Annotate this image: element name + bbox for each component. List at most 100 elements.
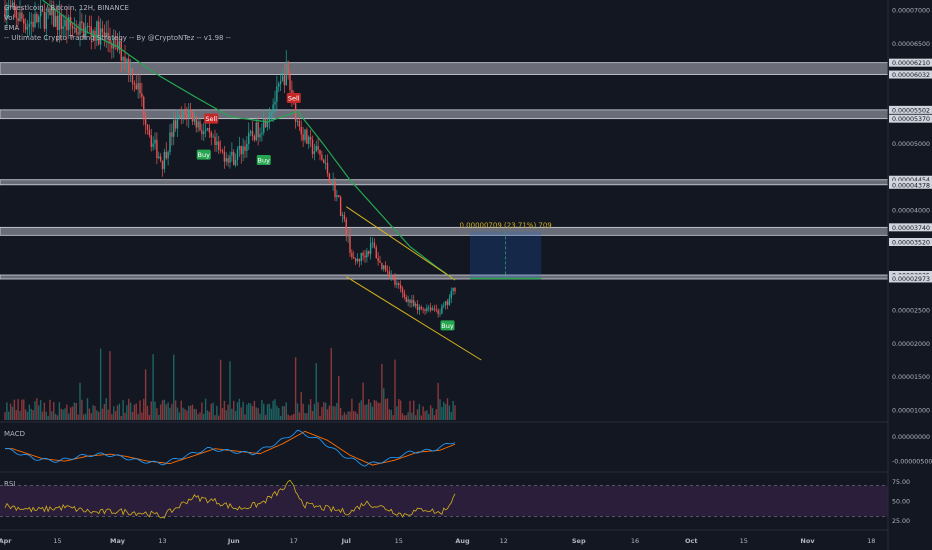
candle-body bbox=[354, 258, 357, 262]
candle-body bbox=[98, 21, 100, 45]
volume-bar bbox=[248, 403, 250, 420]
candle-body bbox=[64, 19, 66, 27]
volume-bar bbox=[332, 406, 334, 420]
candle-body bbox=[377, 257, 379, 262]
volume-indicator-label: Vol bbox=[4, 14, 15, 22]
candle-body bbox=[323, 159, 325, 164]
candle-body bbox=[13, 2, 16, 10]
macd-tick-label: 0.00000000 bbox=[892, 434, 930, 441]
time-tick-label: 16 bbox=[631, 537, 639, 545]
candle-body bbox=[45, 12, 47, 29]
volume-bar bbox=[99, 348, 102, 420]
volume-bar bbox=[227, 404, 229, 420]
volume-bar bbox=[43, 402, 46, 420]
signal-badge bbox=[440, 320, 455, 331]
candle-body bbox=[274, 101, 276, 105]
candle-body bbox=[358, 258, 361, 262]
volume-bar bbox=[39, 400, 42, 420]
candle-body bbox=[49, 8, 51, 16]
candle-body bbox=[6, 7, 8, 19]
volume-bar bbox=[324, 402, 327, 420]
volume-bar bbox=[291, 415, 293, 420]
rsi-pane: 75.00 50.00 25.00 bbox=[0, 479, 910, 525]
candle-body bbox=[21, 12, 23, 19]
volume-bar bbox=[341, 415, 344, 420]
wedge-upper-line bbox=[345, 206, 456, 281]
measure-label: 0.00000709 (23.71%) 709 bbox=[459, 221, 551, 229]
volume-bar bbox=[379, 402, 381, 420]
candle-body bbox=[321, 154, 323, 160]
candle-body bbox=[356, 258, 359, 262]
volume-bar bbox=[6, 402, 8, 420]
candle-body bbox=[336, 195, 338, 198]
volume-bar bbox=[113, 406, 115, 420]
candle-body bbox=[88, 26, 91, 27]
volume-bar bbox=[279, 415, 282, 420]
volume-bar bbox=[34, 401, 36, 420]
candle-body bbox=[109, 39, 111, 44]
time-axis: Apr 15 May 13 Jun 17 Jul 15 Aug 12 Sep 16 Oct 15 Nov 18 bbox=[0, 537, 875, 545]
candle-body bbox=[317, 146, 319, 150]
volume-bar bbox=[135, 403, 137, 420]
time-tick-label: 15 bbox=[53, 537, 61, 545]
volume-bar bbox=[13, 399, 16, 420]
volume-bar bbox=[133, 404, 136, 420]
volume-bar bbox=[195, 409, 197, 420]
volume-bar bbox=[366, 404, 368, 420]
volume-bar bbox=[161, 400, 164, 420]
candle-body bbox=[9, 5, 12, 6]
volume-bar bbox=[19, 411, 21, 420]
candle-body bbox=[182, 111, 184, 118]
volume-bar bbox=[32, 410, 34, 420]
volume-bar bbox=[77, 414, 79, 420]
candle-body bbox=[388, 271, 391, 278]
candle-body bbox=[364, 255, 366, 258]
volume-bar bbox=[98, 411, 100, 420]
candle-body bbox=[122, 56, 124, 61]
volume-bar bbox=[92, 405, 94, 420]
time-tick-label: Sep bbox=[572, 537, 586, 545]
candle-body bbox=[283, 75, 286, 86]
volume-bar bbox=[156, 408, 158, 420]
candle-body bbox=[396, 283, 398, 285]
volume-bar bbox=[28, 404, 31, 420]
candle-body bbox=[176, 116, 179, 129]
volume-bar bbox=[384, 398, 387, 420]
volume-bar bbox=[257, 408, 259, 420]
candle-body bbox=[422, 308, 424, 310]
candle-body bbox=[144, 115, 147, 125]
candle-body bbox=[86, 26, 89, 28]
volume-bar bbox=[212, 402, 214, 420]
volume-bar bbox=[293, 413, 295, 420]
candle-body bbox=[156, 139, 158, 159]
candle-body bbox=[225, 158, 227, 162]
time-tick-label: 18 bbox=[867, 537, 875, 545]
candle-body bbox=[234, 159, 237, 166]
volume-bar bbox=[426, 410, 428, 420]
candle-body bbox=[450, 291, 452, 299]
candle-body bbox=[381, 262, 383, 270]
volume-bar bbox=[407, 412, 409, 420]
candle-body bbox=[227, 158, 229, 163]
volume-bar bbox=[261, 399, 263, 420]
candle-body bbox=[270, 112, 272, 116]
volume-bar bbox=[403, 415, 406, 420]
candle-body bbox=[276, 86, 278, 102]
candle-body bbox=[184, 111, 186, 115]
volume-bar bbox=[223, 400, 226, 420]
volume-bar bbox=[294, 357, 297, 420]
zone-band bbox=[0, 274, 889, 280]
candle-body bbox=[114, 37, 117, 39]
candle-body bbox=[148, 129, 151, 136]
candle-body bbox=[90, 26, 92, 37]
candle-body bbox=[236, 149, 239, 160]
volume-bar bbox=[259, 413, 261, 420]
volume-bar bbox=[244, 414, 246, 420]
volume-bar bbox=[418, 404, 421, 420]
candle-body bbox=[285, 61, 287, 86]
volume-bar bbox=[180, 400, 182, 420]
candle-body bbox=[289, 74, 291, 90]
volume-bar bbox=[444, 404, 447, 420]
volume-bar bbox=[116, 405, 119, 420]
